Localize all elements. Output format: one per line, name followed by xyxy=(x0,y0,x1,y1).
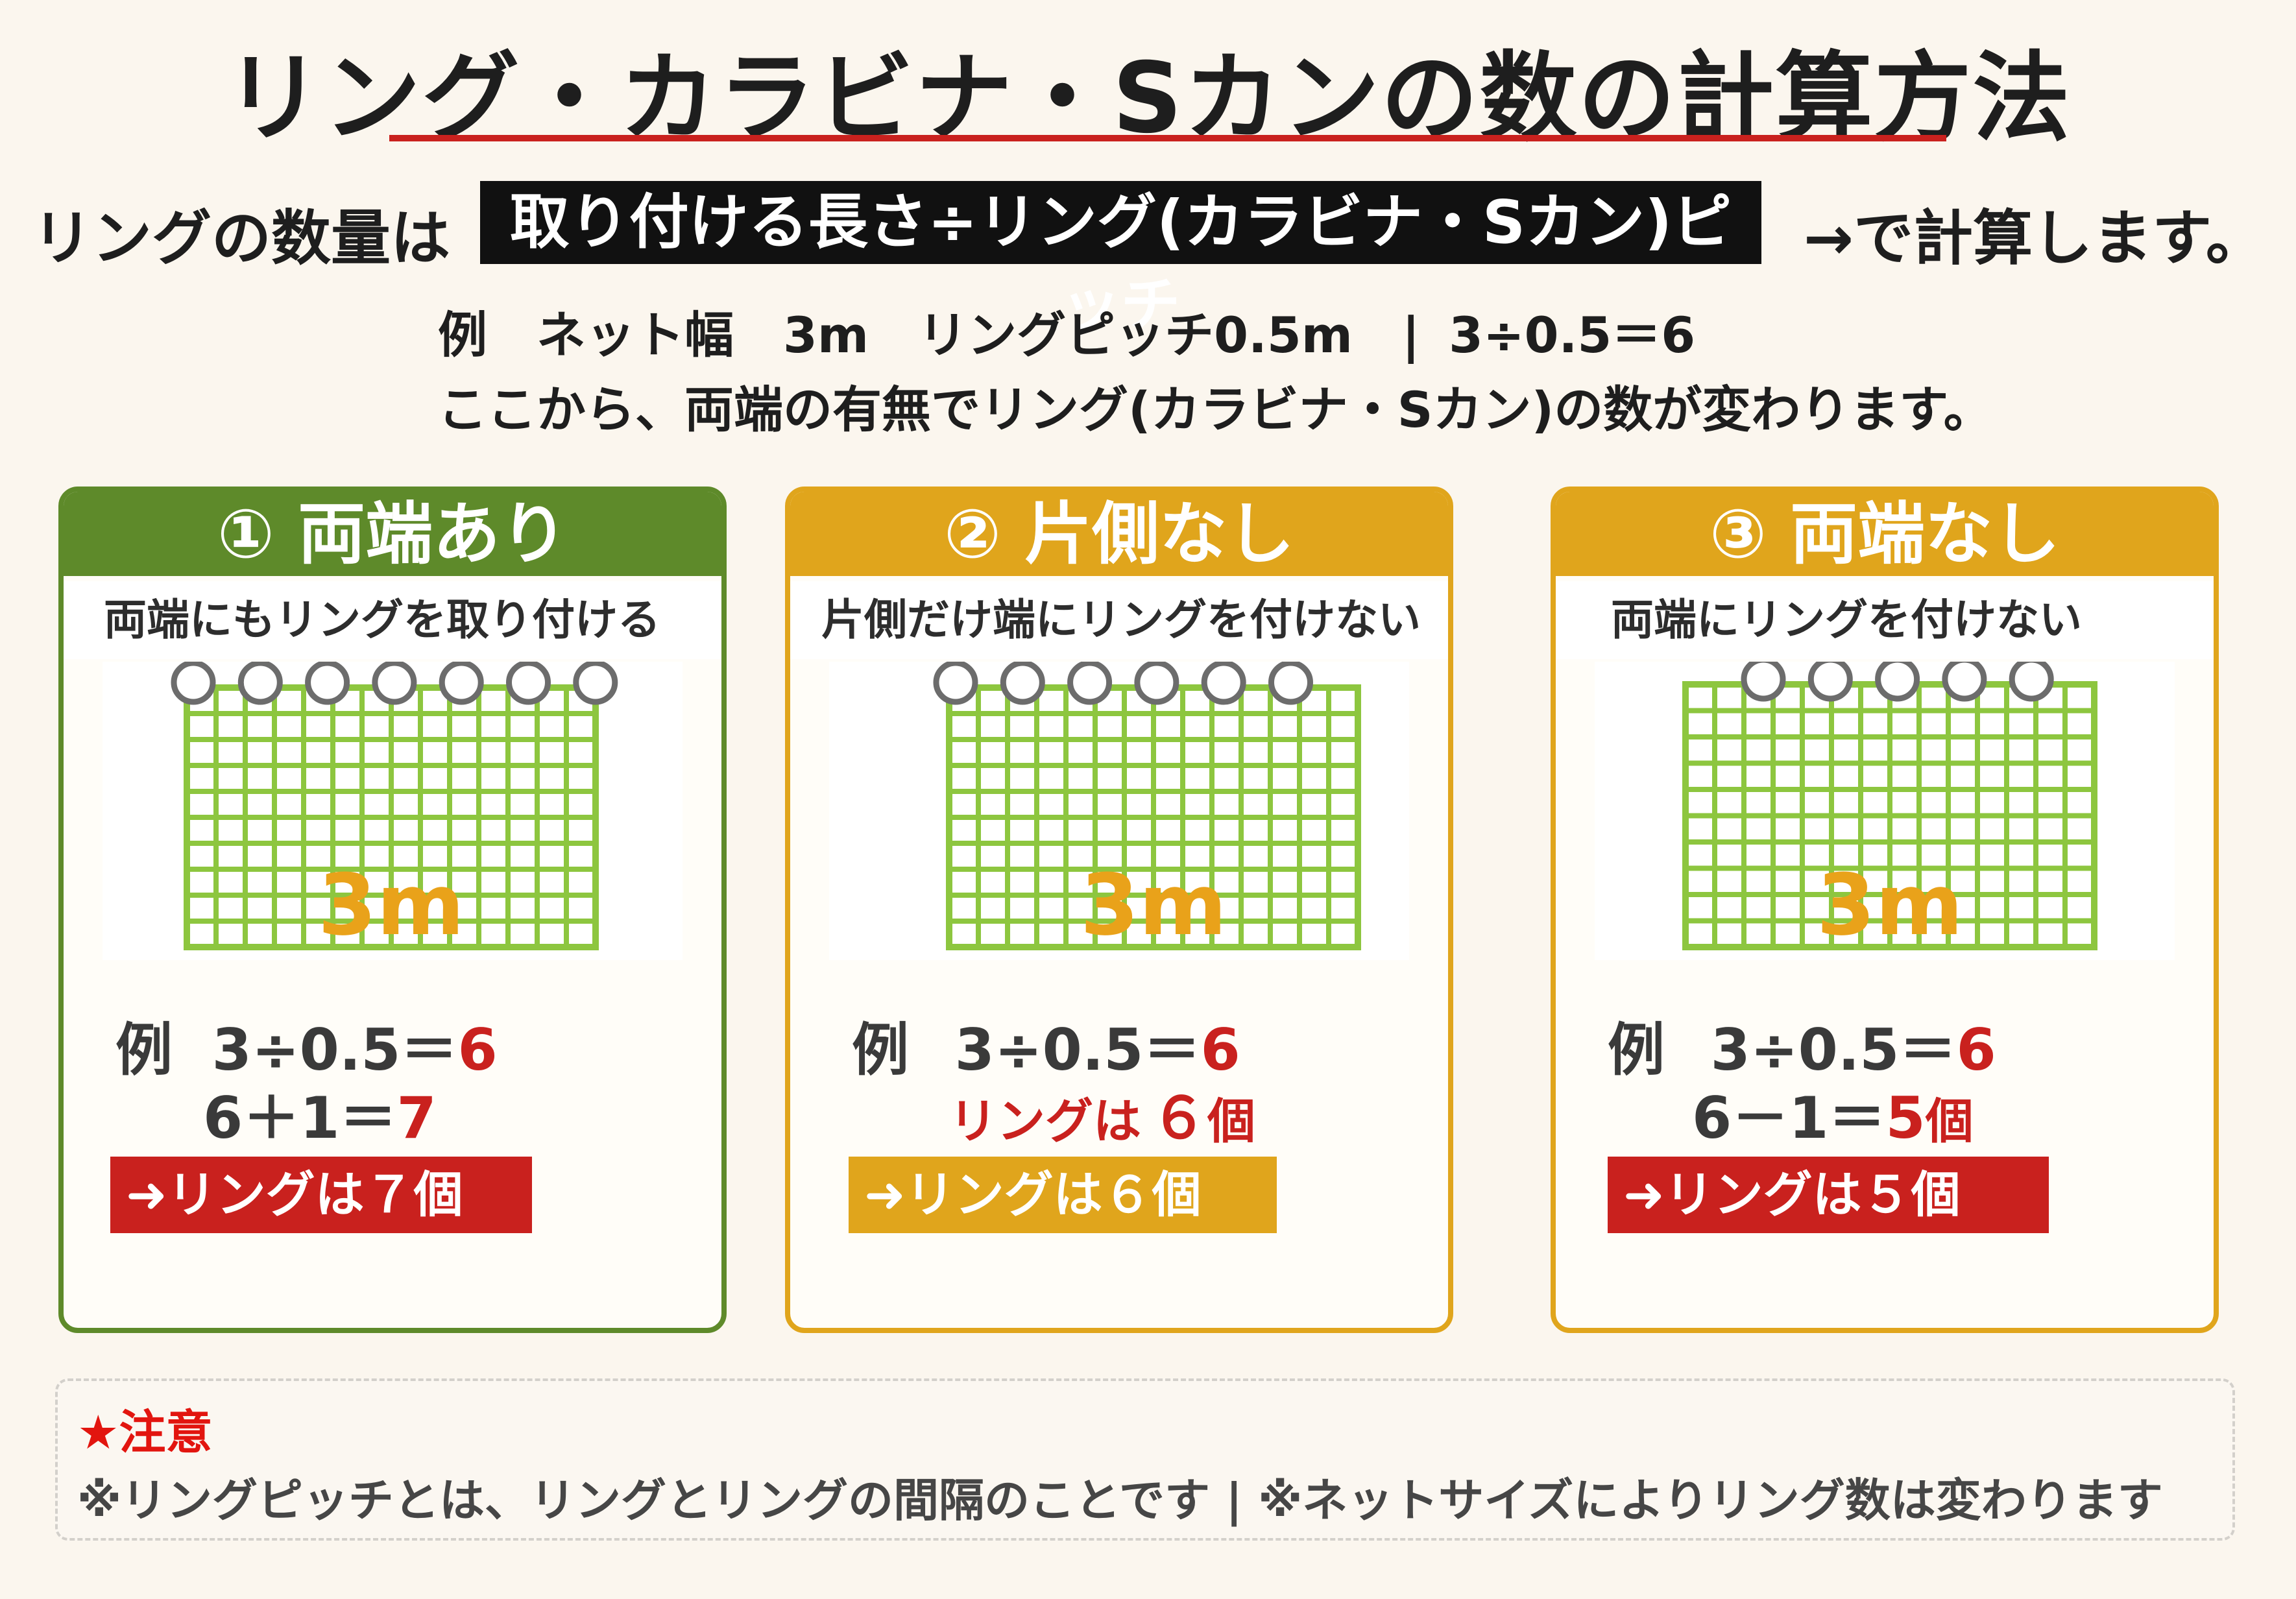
ring-icon xyxy=(933,662,978,705)
notice-text: ※リングピッチとは、リングとリングの間隔のことです | ※ネットサイズによりリン… xyxy=(77,1474,2163,1527)
calc-result: 6 xyxy=(457,1016,498,1083)
result-button: ➜リングは５個 xyxy=(1608,1157,2049,1233)
title-underline xyxy=(389,135,1946,141)
calc-result-2: 7 xyxy=(396,1085,437,1151)
calc-line-1: 例 3÷0.5＝6 xyxy=(852,1004,1240,1087)
notice-box: ★注意 ※リングピッチとは、リングとリングの間隔のことです | ※ネットサイズに… xyxy=(55,1378,2235,1541)
formula-tail: →で計算します。 xyxy=(1804,204,2266,273)
example-line: 例 ネット幅 3m リングピッチ0.5m | 3÷0.5＝6 xyxy=(438,306,1696,364)
card-header: ① 両端あり xyxy=(64,492,721,576)
calc-expr-2: 6＋1＝ xyxy=(203,1085,397,1151)
card-both-ends: ① 両端あり 両端にもリングを取り付ける 3m 例 3÷0.5＝6 6＋1＝7 … xyxy=(58,487,727,1333)
ring-icon xyxy=(237,662,283,705)
card-subtitle: 片側だけ端にリングを付けない xyxy=(790,581,1448,659)
ring-icon xyxy=(1000,662,1045,705)
ring-icon xyxy=(2009,662,2054,702)
formula-lead: リングの数量は xyxy=(32,204,451,273)
calc-expr: 3÷0.5＝ xyxy=(211,1016,458,1083)
ring-icon xyxy=(439,662,484,705)
formula-row: リングの数量は 取り付ける長さ÷リング(カラビナ・Sカン)ピッチ →で計算します… xyxy=(32,178,2271,340)
calc-label: リングは xyxy=(949,1094,1141,1149)
result-button: ➜リングは６個 xyxy=(849,1157,1277,1233)
net-length-label: 3m xyxy=(1817,856,1963,954)
calc-unit: 個 xyxy=(1207,1094,1256,1149)
net-length-label: 3m xyxy=(1080,856,1227,954)
ring-icon xyxy=(1201,662,1246,705)
calc-prefix: 例 xyxy=(1608,1016,1665,1083)
ring-icon xyxy=(1942,662,1987,702)
calc-result: 6 xyxy=(1200,1016,1240,1083)
net-diagram: 3m xyxy=(829,662,1409,960)
ring-icon xyxy=(506,662,551,705)
calc-line-1: 例 3÷0.5＝6 xyxy=(1608,1004,1996,1087)
card-subtitle: 両端にもリングを取り付ける xyxy=(64,581,721,659)
net-diagram: 3m xyxy=(1595,662,2175,960)
calc-line-2: 6＋1＝7 xyxy=(203,1072,437,1155)
net-diagram: 3m xyxy=(103,662,683,960)
calc-result: 6 xyxy=(1956,1016,1996,1083)
calc-result-2: 5 xyxy=(1885,1085,1926,1151)
calc-expr: 3÷0.5＝ xyxy=(1710,1016,1957,1083)
ring-icon xyxy=(1134,662,1179,705)
card-subtitle: 両端にリングを付けない xyxy=(1556,581,2214,659)
calc-expr: 3÷0.5＝ xyxy=(954,1016,1201,1083)
ring-icon xyxy=(1067,662,1113,705)
card-one-side-none: ② 片側なし 片側だけ端にリングを付けない 3m 例 3÷0.5＝6 リングは ６… xyxy=(785,487,1453,1333)
ring-icon xyxy=(1875,662,1920,702)
ring-icon xyxy=(1268,662,1313,705)
calc-line-2: 6－1＝5個 xyxy=(1692,1072,1974,1155)
ring-icon xyxy=(1807,662,1853,702)
card-header: ③ 両端なし xyxy=(1556,492,2214,576)
calc-expr-2: 6－1＝ xyxy=(1692,1085,1886,1151)
calc-line-2: リングは ６個 xyxy=(949,1072,1255,1155)
formula-box: 取り付ける長さ÷リング(カラビナ・Sカン)ピッチ xyxy=(480,181,1761,340)
calc-prefix: 例 xyxy=(852,1016,910,1083)
ring-icon xyxy=(573,662,618,705)
calc-prefix: 例 xyxy=(115,1016,173,1083)
calc-unit: 個 xyxy=(1925,1094,1974,1149)
card-header: ② 片側なし xyxy=(790,492,1448,576)
note-line: ここから、両端の有無でリング(カラビナ・Sカン)の数が変わります。 xyxy=(438,381,1993,439)
ring-icon xyxy=(1741,662,1786,702)
card-both-ends-none: ③ 両端なし 両端にリングを付けない 3m 例 3÷0.5＝6 6－1＝5個 ➜… xyxy=(1551,487,2219,1333)
ring-icon xyxy=(372,662,417,705)
ring-icon xyxy=(171,662,216,705)
result-button: ➜リングは７個 xyxy=(110,1157,532,1233)
notice-title: ★注意 xyxy=(77,1405,213,1460)
ring-icon xyxy=(305,662,350,705)
calc-result-2: ６ xyxy=(1150,1085,1208,1151)
net-length-label: 3m xyxy=(318,856,465,954)
calc-line-1: 例 3÷0.5＝6 xyxy=(115,1004,498,1087)
